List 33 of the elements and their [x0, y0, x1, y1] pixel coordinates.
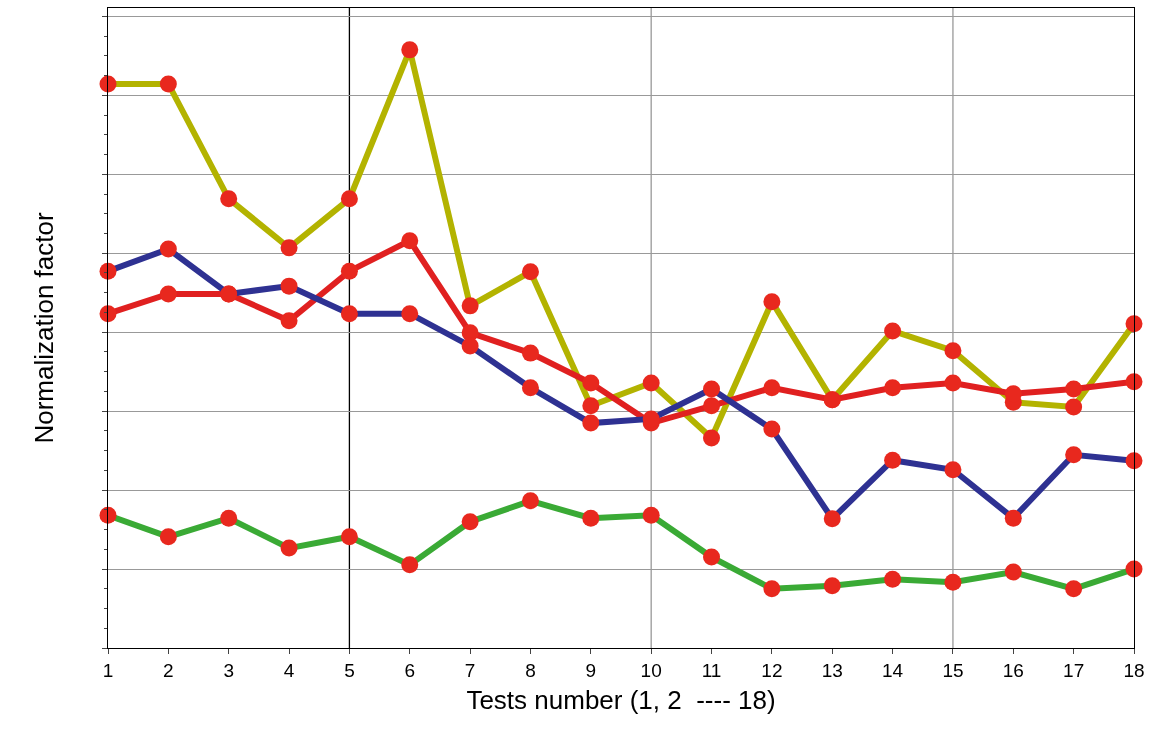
point	[401, 232, 419, 250]
point	[159, 285, 177, 303]
x-axis-title: Tests number (1, 2 ---- 18)	[466, 684, 776, 715]
point	[944, 374, 962, 392]
point	[703, 397, 721, 415]
x-tick-label: 14	[882, 659, 904, 681]
x-tick-label: 2	[163, 659, 174, 681]
x-tick-label: 9	[585, 659, 597, 681]
point	[521, 344, 539, 362]
point	[1125, 373, 1143, 391]
point	[1065, 380, 1083, 398]
x-tick-label: 1	[102, 659, 114, 681]
y-axis-title: Normalization factor	[29, 212, 60, 444]
x-tick-label: 10	[640, 659, 662, 681]
x-tick-label: 13	[821, 659, 843, 681]
point	[884, 379, 902, 397]
point	[340, 262, 358, 280]
x-tick-label: 3	[223, 659, 234, 681]
point	[280, 312, 298, 330]
x-tick-label: 15	[942, 659, 964, 681]
x-tick-label: 16	[1002, 659, 1024, 681]
x-tick-label: 6	[404, 659, 416, 681]
x-tick-label: 17	[1063, 659, 1085, 681]
x-tick-label: 12	[761, 659, 783, 681]
x-tick-label: 18	[1123, 659, 1145, 681]
x-tick-label: 7	[464, 659, 476, 681]
x-tick-label: 4	[283, 659, 295, 681]
point	[763, 379, 781, 397]
x-tick-label: 5	[344, 659, 355, 681]
x-tick-label: 8	[525, 659, 536, 681]
x-tick-label: 11	[701, 659, 722, 681]
point	[582, 374, 600, 392]
point	[99, 305, 117, 323]
